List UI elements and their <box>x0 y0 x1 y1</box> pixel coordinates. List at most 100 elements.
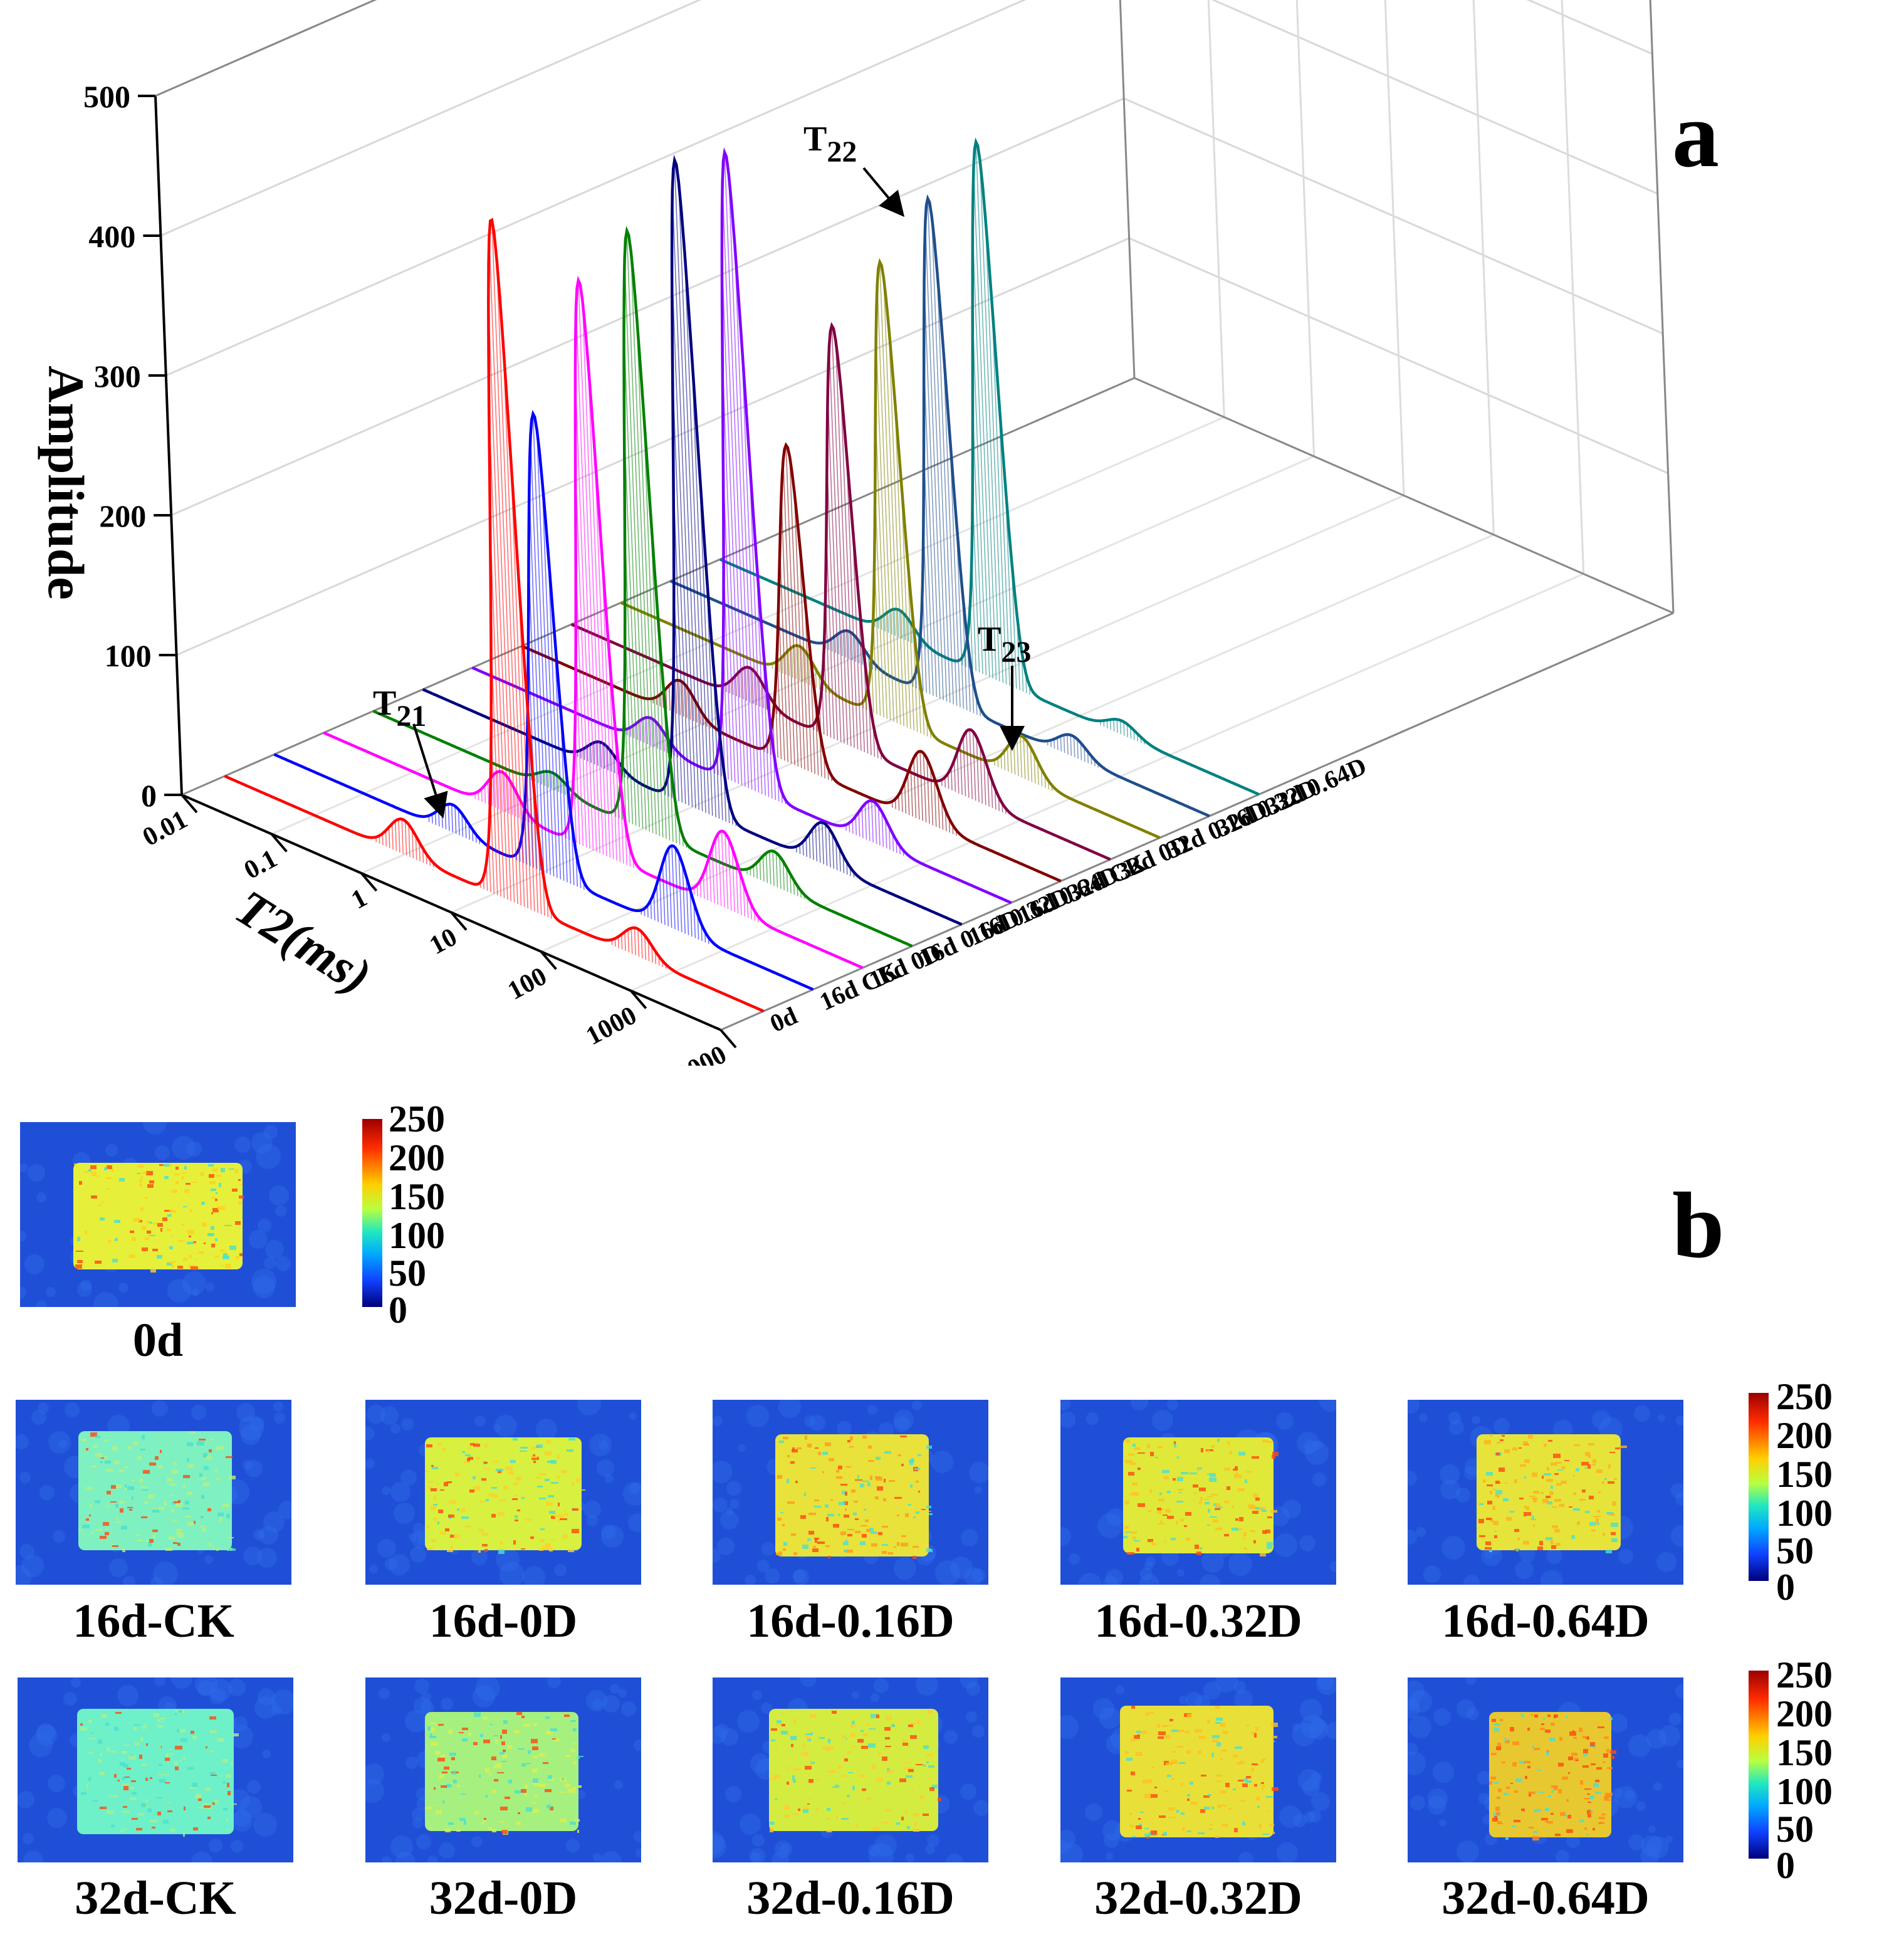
series-fill <box>825 824 828 866</box>
series-fill <box>630 928 633 954</box>
series-fill <box>854 636 857 662</box>
mri-image <box>16 1400 291 1585</box>
series-fill <box>490 634 501 897</box>
series-fill <box>919 751 924 821</box>
series-fill <box>972 407 983 675</box>
series-fill <box>804 651 807 684</box>
series-fill <box>587 746 588 762</box>
colorbar <box>1749 1393 1769 1581</box>
series-fill <box>665 688 667 710</box>
series-fill <box>894 401 908 728</box>
series-fill <box>828 828 831 868</box>
mri-caption: 32d-0.64D <box>1441 1872 1650 1924</box>
series-fill <box>681 681 684 717</box>
series-fill <box>649 717 652 746</box>
series-fill <box>530 435 548 874</box>
series-fill <box>785 445 799 767</box>
amplitude-axis-label: Amplitude <box>38 365 95 600</box>
series-line <box>372 226 913 948</box>
series-fill <box>799 543 809 771</box>
axis-line <box>720 612 1674 1031</box>
series-fill <box>779 547 789 762</box>
series-fill <box>990 778 993 809</box>
series-fill <box>972 731 976 801</box>
mri-caption: 0d <box>132 1314 184 1367</box>
series-fill <box>827 393 842 742</box>
series-fill <box>884 614 886 632</box>
series-fill <box>668 848 672 928</box>
series-fill <box>808 656 810 685</box>
series-fill <box>900 611 902 639</box>
series-fill <box>644 935 647 960</box>
series-fill <box>1084 747 1085 762</box>
series-fill <box>587 362 607 856</box>
series-fill <box>388 827 390 848</box>
grid-line <box>451 495 1404 913</box>
series-fill <box>941 800 944 830</box>
series-fill <box>829 345 845 743</box>
series-fill <box>391 824 394 850</box>
amplitude-tick-label: 400 <box>88 219 135 254</box>
series-fill <box>630 251 654 833</box>
series-fill <box>1026 741 1029 781</box>
series-fill <box>693 903 696 938</box>
series-fill <box>671 266 693 807</box>
series-fill <box>910 765 913 817</box>
series-fill <box>689 890 693 937</box>
series-fill <box>1073 736 1075 758</box>
mri-image <box>1060 1400 1336 1585</box>
series-fill <box>653 893 656 921</box>
series-fill <box>913 758 917 818</box>
series-fill <box>647 940 650 962</box>
series-fill <box>507 777 510 814</box>
series-fill <box>1007 747 1009 772</box>
series-fill <box>518 796 520 818</box>
mri-caption: 16d-0D <box>429 1595 578 1647</box>
series-fill <box>454 806 457 834</box>
series-fill <box>804 601 812 773</box>
series-fill <box>728 839 732 911</box>
series-group <box>224 137 1260 1013</box>
series-fill <box>642 718 645 743</box>
series-fill <box>777 651 782 760</box>
series-fill <box>821 822 824 864</box>
series-fill <box>943 350 958 706</box>
series-fill <box>808 833 811 859</box>
series-fill <box>489 523 505 898</box>
series-fill <box>532 414 551 875</box>
series-fill <box>1033 753 1036 784</box>
series-fill <box>1030 747 1033 782</box>
series-fill <box>858 597 866 752</box>
series-fill <box>983 756 986 806</box>
series-fill <box>1023 737 1026 779</box>
series-fill <box>684 252 706 813</box>
series-fill <box>401 819 404 854</box>
series-fill <box>874 560 881 716</box>
t2-tick <box>540 950 557 970</box>
series-fill <box>781 657 783 673</box>
series-fill <box>1000 755 1002 769</box>
mri-image <box>713 1400 988 1585</box>
t2-tick <box>450 911 468 931</box>
t2-tick <box>719 1029 737 1049</box>
mri-image <box>1060 1677 1336 1862</box>
series-0 <box>224 218 765 1013</box>
series-fill <box>840 631 843 656</box>
series-fill <box>721 182 746 787</box>
series-fill <box>711 847 715 903</box>
series-fill <box>636 316 657 835</box>
axis-line <box>1134 377 1674 614</box>
t2-tick-label: 10 <box>425 923 462 960</box>
mri-image <box>1408 1400 1683 1585</box>
series-line <box>323 275 864 969</box>
series-fill <box>1060 736 1062 752</box>
series-fill <box>514 789 516 817</box>
series-fill <box>731 848 736 912</box>
series-fill <box>825 531 835 739</box>
mri-image <box>18 1677 293 1862</box>
series-fill <box>812 829 814 860</box>
series-fill <box>699 880 702 898</box>
series-fill <box>876 283 894 722</box>
series-fill <box>503 346 525 907</box>
series-fill <box>907 774 910 816</box>
